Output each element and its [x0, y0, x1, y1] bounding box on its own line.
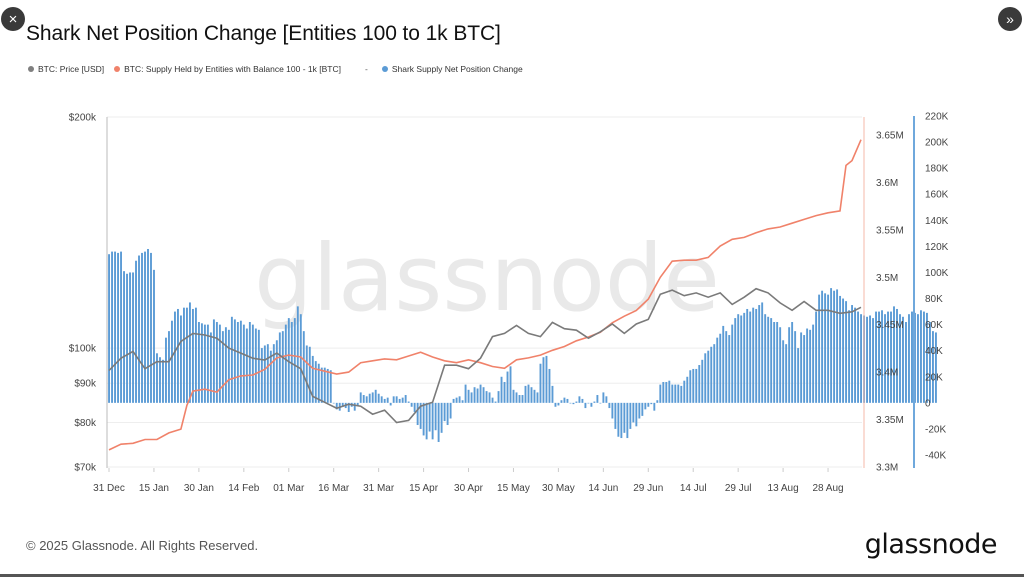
price-tick: $70k: [74, 463, 97, 474]
watermark: glassnode: [254, 225, 720, 332]
legend: BTC: Price [USD] BTC: Supply Held by Ent…: [28, 64, 533, 74]
net-change-tick: 140K: [925, 216, 949, 227]
price-tick: $100k: [69, 344, 97, 355]
price-line: [108, 287, 862, 424]
net-change-tick: 220K: [925, 112, 949, 123]
expand-button[interactable]: »: [998, 7, 1022, 31]
glassnode-logo: glassnode: [864, 529, 998, 560]
x-tick: 14 Feb: [228, 483, 260, 494]
net-change-tick: 160K: [925, 190, 949, 201]
x-tick: 30 Jan: [184, 483, 214, 494]
net-position-bars: [108, 248, 937, 442]
price-tick: $200k: [69, 113, 97, 124]
x-tick: 29 Jun: [633, 483, 663, 494]
net-change-tick: -20K: [925, 424, 946, 435]
x-tick: 14 Jun: [588, 483, 618, 494]
x-tick: 15 Apr: [409, 483, 439, 494]
supply-tick: 3.35M: [876, 415, 904, 426]
legend-item-price[interactable]: BTC: Price [USD]: [28, 64, 104, 74]
price-tick: $90k: [74, 379, 97, 390]
legend-dot-icon: [381, 66, 388, 72]
close-button[interactable]: ×: [1, 7, 25, 31]
copyright: © 2025 Glassnode. All Rights Reserved.: [26, 538, 259, 553]
x-tick: 28 Aug: [812, 483, 843, 494]
x-tick: 15 May: [497, 483, 530, 494]
legend-dot-icon: [114, 66, 121, 72]
supply-line: [108, 139, 862, 451]
x-tick: 31 Dec: [93, 483, 125, 494]
x-tick: 30 Apr: [454, 483, 484, 494]
chevrons-right-icon: »: [1006, 11, 1014, 27]
supply-tick: 3.55M: [876, 225, 904, 236]
legend-item-supply[interactable]: BTC: Supply Held by Entities with Balanc…: [114, 64, 341, 74]
supply-tick: 3.5M: [876, 273, 898, 284]
x-tick: 14 Jul: [680, 483, 707, 494]
net-change-tick: 100K: [925, 268, 949, 279]
net-change-tick: 60K: [925, 320, 943, 331]
net-change-tick: 200K: [925, 138, 949, 149]
supply-tick: 3.6M: [876, 178, 898, 189]
legend-label: Shark Supply Net Position Change: [391, 64, 523, 74]
net-change-tick: 0: [925, 398, 931, 409]
x-tick: 31 Mar: [363, 483, 395, 494]
chart-area[interactable]: glassnode $70k $80k $90k $100k $200k 31 Dec 15…: [0, 0, 1024, 520]
net-change-tick: -40K: [925, 451, 946, 462]
supply-tick: 3.4M: [876, 368, 898, 379]
bottom-divider: [0, 574, 1024, 577]
supply-tick: 3.45M: [876, 320, 904, 331]
x-tick: 01 Mar: [273, 483, 305, 494]
legend-item-net-change[interactable]: Shark Supply Net Position Change: [381, 64, 523, 74]
legend-label: BTC: Price [USD]: [38, 64, 105, 74]
net-change-tick: 120K: [925, 242, 949, 253]
supply-tick: 3.3M: [876, 463, 898, 474]
price-tick: $80k: [74, 418, 97, 429]
close-icon: ×: [8, 10, 18, 28]
x-tick: 15 Jan: [139, 483, 169, 494]
net-change-tick: 20K: [925, 372, 943, 383]
x-tick: 13 Aug: [768, 483, 799, 494]
net-change-tick: 40K: [925, 346, 943, 357]
legend-label: BTC: Supply Held by Entities with Balanc…: [124, 64, 341, 74]
x-tick: 29 Jul: [725, 483, 752, 494]
chart-title: Shark Net Position Change [Entities 100 …: [26, 22, 501, 45]
x-tick: 16 Mar: [318, 483, 350, 494]
supply-tick: 3.65M: [876, 131, 904, 142]
x-tick: 30 May: [542, 483, 575, 494]
axes: $70k $80k $90k $100k $200k 31 Dec 15 Jan 30 Jan…: [69, 112, 949, 495]
net-change-tick: 180K: [925, 164, 949, 175]
legend-separator: -: [364, 64, 368, 74]
net-change-tick: 80K: [925, 294, 943, 305]
legend-dot-icon: [28, 66, 34, 72]
